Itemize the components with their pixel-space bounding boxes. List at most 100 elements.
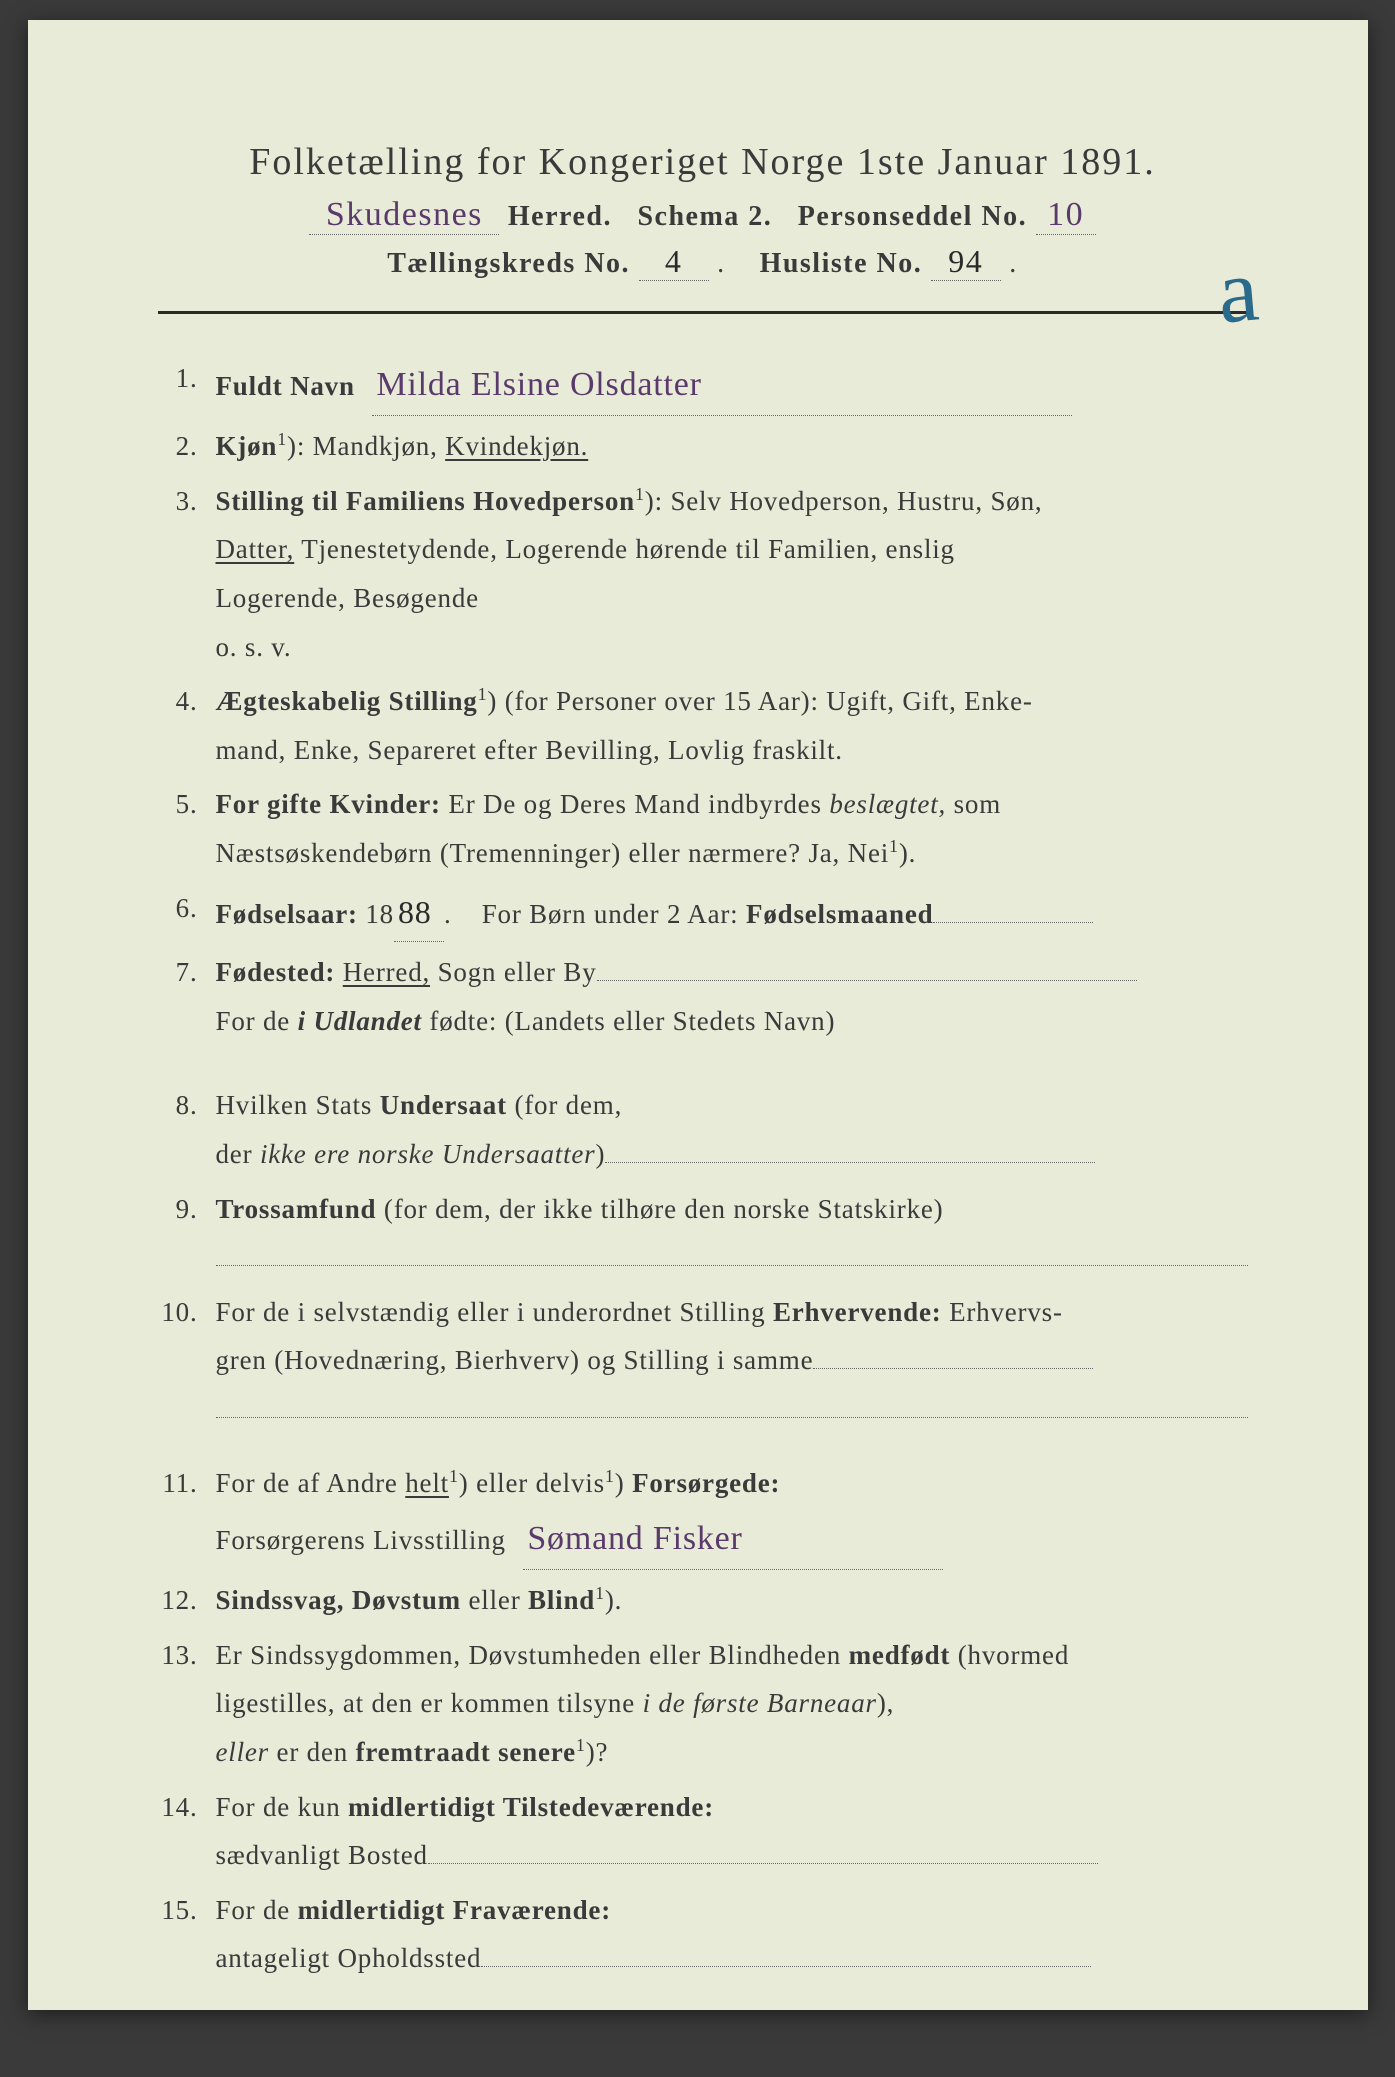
fremtraadt: fremtraadt senere (356, 1737, 576, 1767)
item-num: 15. (158, 1886, 216, 1983)
item-10: 10. For de i selvstændig eller i underor… (158, 1288, 1248, 1434)
text: For de i selvstændig eller i underordnet… (216, 1297, 773, 1327)
text: eller (461, 1585, 528, 1615)
item-num: 2. (158, 422, 216, 471)
sup: 1 (576, 1735, 586, 1755)
sup: 1 (449, 1466, 459, 1486)
dotted-blank (813, 1368, 1093, 1369)
footnote: 1) De for hvert Tilfælde passende Ord un… (158, 2044, 1248, 2077)
item-num: 5. (158, 780, 216, 877)
dotted-blank (216, 1417, 1248, 1418)
item-body: Trossamfund (for dem, der ikke tilhøre d… (216, 1185, 1248, 1282)
text: ), (877, 1688, 894, 1718)
text: )? (586, 1737, 609, 1767)
text: Erhvervs- (942, 1297, 1063, 1327)
item-body: For de kun midlertidigt Tilstedeværende:… (216, 1783, 1248, 1880)
item-3: 3. Stilling til Familiens Hovedperson1):… (158, 477, 1248, 671)
year-prefix: 18 (365, 899, 394, 929)
text: antageligt Opholdssted (216, 1943, 482, 1973)
name-handwritten: Milda Elsine Olsdatter (372, 354, 1072, 416)
item-7: 7. Fødested: Herred, Sogn eller By For d… (158, 948, 1248, 1045)
item-num: 13. (158, 1631, 216, 1777)
item-body: Sindssvag, Døvstum eller Blind1). (216, 1576, 1248, 1625)
item-12: 12. Sindssvag, Døvstum eller Blind1). (158, 1576, 1248, 1625)
census-form-page: a Folketælling for Kongeriget Norge 1ste… (28, 20, 1368, 2010)
item-8: 8. Hvilken Stats Undersaat (for dem, der… (158, 1081, 1248, 1178)
item-num: 3. (158, 477, 216, 671)
item-num: 11. (158, 1459, 216, 1570)
sup: 1 (218, 2044, 229, 2064)
text: ). (899, 838, 916, 868)
item-body: For de i selvstændig eller i underordnet… (216, 1288, 1248, 1434)
header-divider (158, 311, 1248, 314)
item-body: Fødselsaar: 1888. For Børn under 2 Aar: … (216, 884, 1248, 943)
text: For de (216, 1006, 298, 1036)
tilstedevaerende: midlertidigt Tilstedeværende: (348, 1792, 714, 1822)
label-kjon: Kjøn (216, 431, 278, 461)
item-body: Fødested: Herred, Sogn eller By For de i… (216, 948, 1248, 1045)
text: Næstsøskendebørn (Tremenninger) eller næ… (216, 838, 890, 868)
item-body: Hvilken Stats Undersaat (for dem, der ik… (216, 1081, 1248, 1178)
text: ): Selv Hovedperson, Hustru, Søn, (645, 486, 1043, 516)
text: Forsørgerens Livsstilling (216, 1525, 506, 1555)
personseddel-no: 10 (1036, 196, 1096, 235)
item-body: For gifte Kvinder: Er De og Deres Mand i… (216, 780, 1248, 877)
item-2: 2. Kjøn1): Mandkjøn, Kvindekjøn. (158, 422, 1248, 471)
husliste-no: 94 (931, 243, 1001, 281)
footnote-text: ) De for hvert Tilfælde passende Ord und… (228, 2047, 830, 2076)
helt-underlined: helt (405, 1468, 449, 1498)
text: o. s. v. (216, 632, 292, 662)
form-header: Folketælling for Kongeriget Norge 1ste J… (158, 140, 1248, 281)
item-11: 11. For de af Andre helt1) eller delvis1… (158, 1459, 1248, 1570)
text: ). (605, 1585, 622, 1615)
text: ) (for Personer over 15 Aar): Ugift, Gif… (487, 686, 1032, 716)
item-body: Fuldt Navn Milda Elsine Olsdatter (216, 354, 1248, 416)
item-6: 6. Fødselsaar: 1888. For Børn under 2 Aa… (158, 884, 1248, 943)
form-title: Folketælling for Kongeriget Norge 1ste J… (158, 140, 1248, 184)
text: ligestilles, at den er kommen tilsyne (216, 1688, 643, 1718)
footer-divider (158, 2013, 1248, 2014)
text: Er Sindssygdommen, Døvstumheden eller Bl… (216, 1640, 849, 1670)
label-fodested: Fødested: (216, 957, 336, 987)
text: (for dem, (507, 1090, 622, 1120)
item-body: Stilling til Familiens Hovedperson1): Se… (216, 477, 1248, 671)
erhvervende: Erhvervende: (773, 1297, 942, 1327)
kvindekjon-underlined: Kvindekjøn. (445, 431, 588, 461)
text: der (216, 1139, 260, 1169)
text: For Børn under 2 Aar: (482, 899, 746, 929)
header-line-2: Tællingskreds No. 4 . Husliste No. 94 . (158, 243, 1248, 281)
text: For de kun (216, 1792, 349, 1822)
text: Er De og Deres Mand indbyrdes (441, 789, 829, 819)
text: Logerende, Besøgende (216, 583, 479, 613)
item-num: 9. (158, 1185, 216, 1282)
item-num: 10. (158, 1288, 216, 1434)
trossamfund: Trossamfund (216, 1194, 377, 1224)
taellingskreds-no: 4 (639, 243, 709, 281)
text: som (946, 789, 1001, 819)
herred-underlined: Herred, (343, 957, 430, 987)
sup: 1 (595, 1583, 605, 1603)
item-num: 12. (158, 1576, 216, 1625)
text: fødte: (Landets eller Stedets Navn) (422, 1006, 835, 1036)
beslaegtet: beslægtet, (829, 789, 946, 819)
text: ): Mandkjøn, (287, 431, 445, 461)
husliste-label: Husliste No. (760, 248, 923, 279)
text: For de af Andre (216, 1468, 406, 1498)
label-aegteskab: Ægteskabelig Stilling (216, 686, 478, 716)
herred-label: Herred. (508, 201, 612, 232)
item-body: Er Sindssygdommen, Døvstumheden eller Bl… (216, 1631, 1248, 1777)
label-fodselsmaaned: Fødselsmaaned (746, 899, 933, 929)
sup: 1 (635, 484, 645, 504)
item-num: 14. (158, 1783, 216, 1880)
item-4: 4. Ægteskabelig Stilling1) (for Personer… (158, 677, 1248, 774)
text: ) (615, 1468, 632, 1498)
item-num: 1. (158, 354, 216, 416)
herred-handwritten: Skudesnes (309, 196, 499, 235)
label-fuldt-navn: Fuldt Navn (216, 371, 355, 401)
item-5: 5. For gifte Kvinder: Er De og Deres Man… (158, 780, 1248, 877)
text: er den (269, 1737, 356, 1767)
sup: 1 (478, 684, 488, 704)
dotted-blank (605, 1162, 1095, 1163)
text: sædvanligt Bosted (216, 1840, 428, 1870)
item-num: 8. (158, 1081, 216, 1178)
